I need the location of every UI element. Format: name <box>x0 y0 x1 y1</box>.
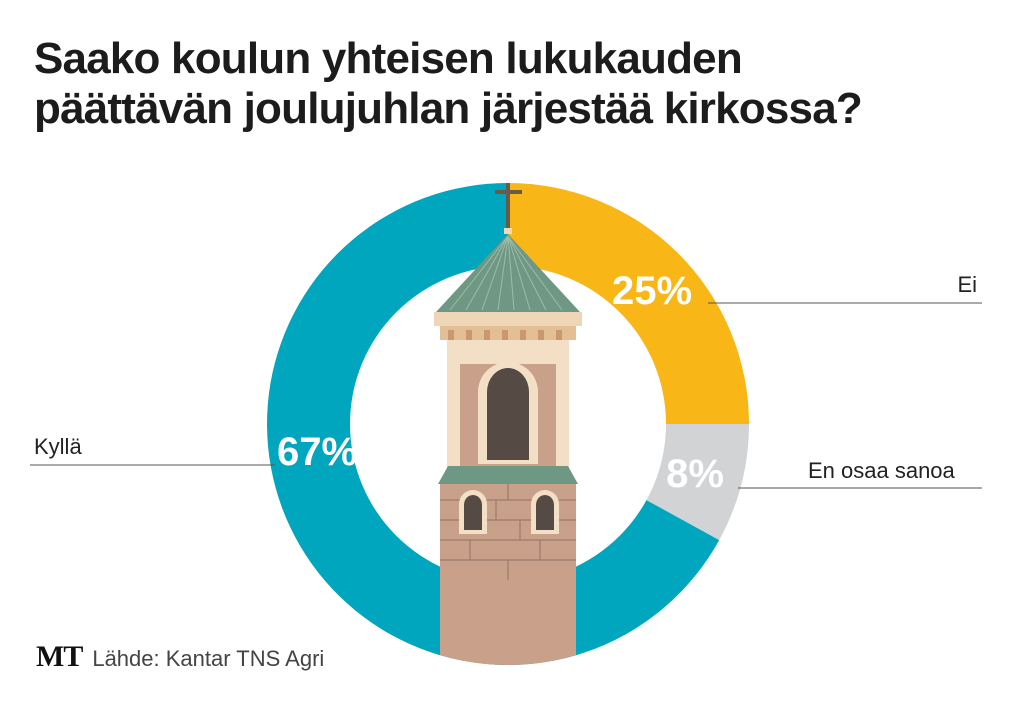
mt-logo: MT <box>36 640 83 673</box>
value-label-en-osaa-sanoa: 8% <box>666 452 724 496</box>
chart-title: Saako koulun yhteisen lukukauden päättäv… <box>34 34 863 134</box>
church-tower-illustration <box>434 183 582 665</box>
footer: MT Lähde: Kantar TNS Agri <box>36 640 324 674</box>
value-label-ei: 25% <box>612 269 692 313</box>
category-label-en-osaa-sanoa: En osaa sanoa <box>808 458 955 483</box>
source-text: Lähde: Kantar TNS Agri <box>92 646 325 671</box>
title-line-1: Saako koulun yhteisen lukukauden <box>34 34 743 83</box>
category-label-kylla: Kyllä <box>34 434 82 459</box>
category-label-ei: Ei <box>957 272 977 297</box>
title-line-2: päättävän joulujuhlan järjestää kirkossa… <box>34 84 863 133</box>
value-label-kylla: 67% <box>277 430 357 474</box>
